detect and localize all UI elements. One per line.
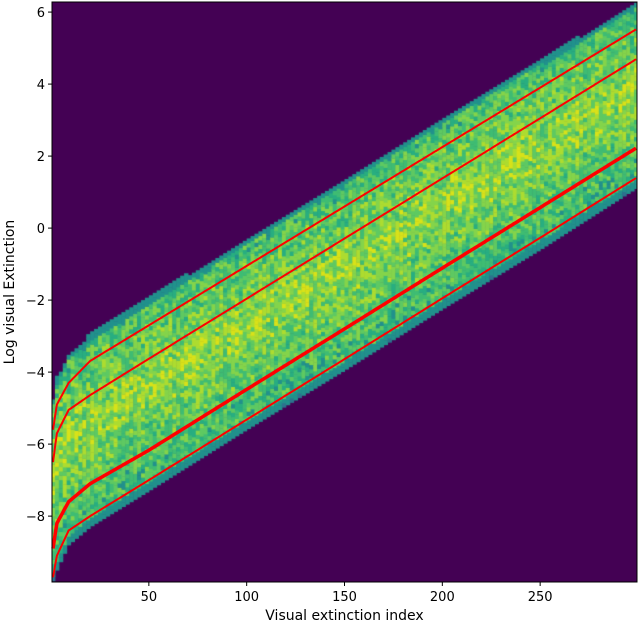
red-line-1	[52, 28, 637, 430]
x-tick-label: 150	[332, 590, 357, 605]
lines-layer	[51, 28, 637, 578]
heatmap-image	[52, 2, 637, 582]
y-tick-label: 6	[37, 6, 45, 21]
y-tick-label: −6	[26, 438, 45, 453]
y-tick-label: 0	[37, 222, 45, 237]
y-tick-label: −2	[26, 294, 45, 309]
red-line-4	[52, 177, 637, 578]
plot-frame	[51, 1, 638, 583]
y-tick-label: 4	[37, 78, 45, 93]
x-axis: 50 100 150 200 250	[141, 582, 553, 605]
y-axis-label: Log visual Extinction	[2, 220, 18, 365]
x-tick-label: 50	[141, 590, 158, 605]
y-tick-label: 2	[37, 150, 45, 165]
x-tick-label: 100	[234, 590, 259, 605]
y-tick-label: −8	[26, 510, 45, 525]
y-axis: −8 −6 −4 −2 0 2 4 6	[26, 6, 52, 525]
red-line-3	[51, 146, 637, 549]
y-tick-label: −4	[26, 366, 45, 381]
x-tick-label: 250	[528, 590, 553, 605]
red-line-2	[52, 58, 637, 463]
x-tick-label: 200	[430, 590, 455, 605]
x-axis-label: Visual extinction index	[265, 608, 423, 624]
